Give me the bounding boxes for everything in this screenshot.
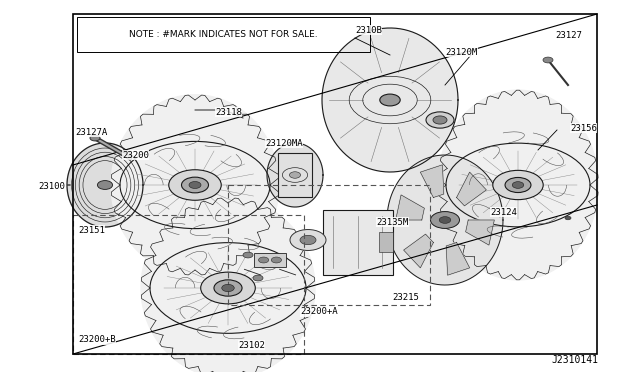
Polygon shape <box>141 198 315 372</box>
Polygon shape <box>420 165 444 198</box>
Polygon shape <box>111 95 279 275</box>
Text: 23156: 23156 <box>570 124 597 132</box>
Circle shape <box>493 170 543 200</box>
Circle shape <box>433 116 447 124</box>
Circle shape <box>214 280 242 296</box>
Circle shape <box>565 216 571 220</box>
Text: 23120M: 23120M <box>445 48 477 57</box>
Polygon shape <box>456 172 486 206</box>
Bar <box>254 253 286 267</box>
Circle shape <box>431 212 460 228</box>
Text: 23200: 23200 <box>122 151 149 160</box>
Circle shape <box>259 257 269 263</box>
Bar <box>73 14 597 354</box>
Circle shape <box>512 182 524 188</box>
Polygon shape <box>446 243 470 275</box>
Bar <box>379 232 393 252</box>
Polygon shape <box>387 155 503 285</box>
Circle shape <box>271 257 282 263</box>
Text: J2310141: J2310141 <box>551 355 598 365</box>
Circle shape <box>201 272 255 304</box>
Text: NOTE : #MARK INDICATES NOT FOR SALE.: NOTE : #MARK INDICATES NOT FOR SALE. <box>129 30 318 39</box>
Text: 23127A: 23127A <box>75 128 108 137</box>
Circle shape <box>289 172 301 178</box>
Polygon shape <box>438 90 598 280</box>
Text: 23124: 23124 <box>490 208 517 217</box>
Circle shape <box>222 284 234 292</box>
Text: 23118: 23118 <box>215 108 242 116</box>
Polygon shape <box>322 28 458 172</box>
Polygon shape <box>404 234 433 268</box>
Circle shape <box>243 252 253 258</box>
Circle shape <box>426 112 454 128</box>
Circle shape <box>505 177 531 193</box>
Text: 23135M: 23135M <box>376 218 408 227</box>
Circle shape <box>169 170 221 200</box>
Circle shape <box>380 94 400 106</box>
Circle shape <box>189 182 201 189</box>
Text: 23200+B: 23200+B <box>78 336 116 344</box>
Circle shape <box>300 235 316 245</box>
Bar <box>228 185 430 305</box>
Text: 23200+A: 23200+A <box>300 308 338 317</box>
Polygon shape <box>396 195 424 220</box>
Text: 23151: 23151 <box>78 225 105 234</box>
Text: 2310B: 2310B <box>355 26 382 35</box>
Text: 23100: 23100 <box>38 182 65 190</box>
Circle shape <box>290 230 326 250</box>
Text: 23215: 23215 <box>392 294 419 302</box>
Bar <box>73 215 304 354</box>
Text: 23127: 23127 <box>555 31 582 39</box>
Polygon shape <box>67 143 143 227</box>
Circle shape <box>90 135 100 141</box>
Bar <box>323 209 393 275</box>
Polygon shape <box>267 143 323 207</box>
Circle shape <box>182 177 209 193</box>
Circle shape <box>97 180 113 189</box>
Circle shape <box>543 57 553 63</box>
Bar <box>278 153 312 198</box>
Text: 23102: 23102 <box>238 340 265 350</box>
Circle shape <box>439 217 451 223</box>
Circle shape <box>253 275 263 281</box>
Bar <box>77 17 370 52</box>
Text: 23120MA: 23120MA <box>265 138 303 148</box>
Polygon shape <box>466 220 494 245</box>
